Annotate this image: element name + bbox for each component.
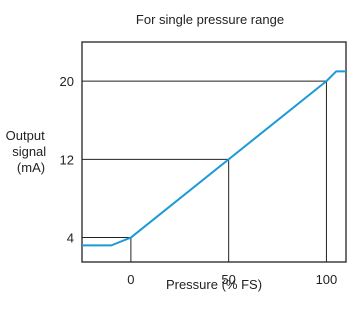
x-axis-label: Pressure (% FS) <box>166 277 262 292</box>
y-axis-label: Output signal (mA) <box>6 128 50 175</box>
x-tick-label-2: 100 <box>316 272 338 287</box>
x-tick-label-0: 0 <box>127 272 134 287</box>
y-tick-label-1: 12 <box>60 152 74 167</box>
y-axis-label-line-3: (mA) <box>17 160 45 175</box>
y-tick-label-0: 4 <box>67 231 74 246</box>
y-axis-label-line-1: Output <box>6 128 45 143</box>
plot-area-frame <box>81 41 347 263</box>
y-tick-label-2: 20 <box>60 74 74 89</box>
series-line-0 <box>82 70 346 247</box>
y-axis-label-line-2: signal <box>12 144 46 159</box>
x-tick-label-1: 50 <box>221 272 235 287</box>
chart-title: For single pressure range <box>136 12 284 27</box>
